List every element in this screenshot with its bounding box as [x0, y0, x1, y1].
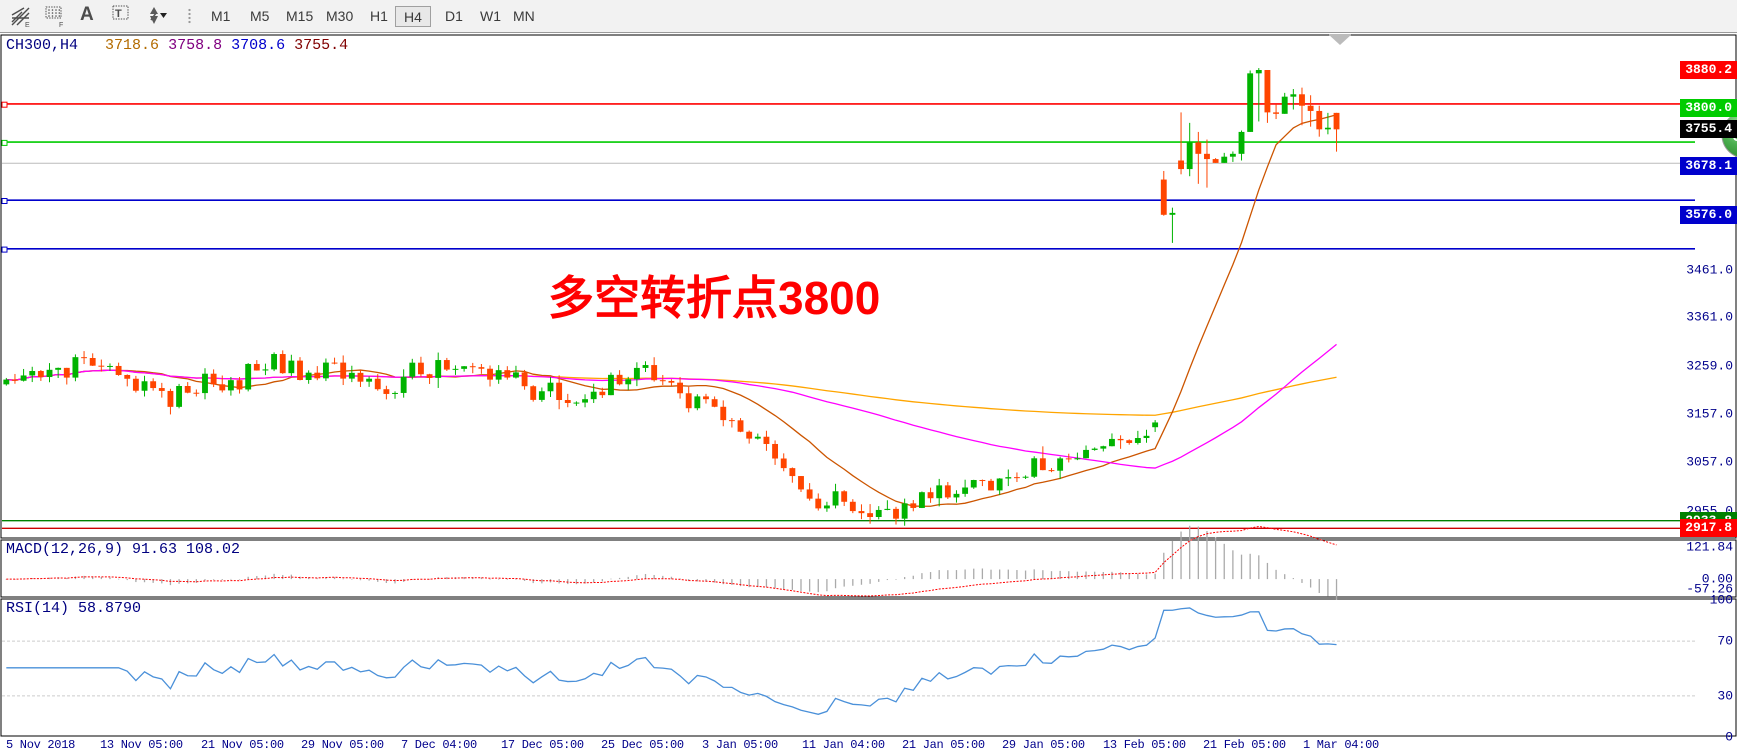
svg-text:F: F	[59, 22, 63, 28]
svg-text:T: T	[115, 8, 122, 20]
svg-text:E: E	[25, 22, 30, 28]
